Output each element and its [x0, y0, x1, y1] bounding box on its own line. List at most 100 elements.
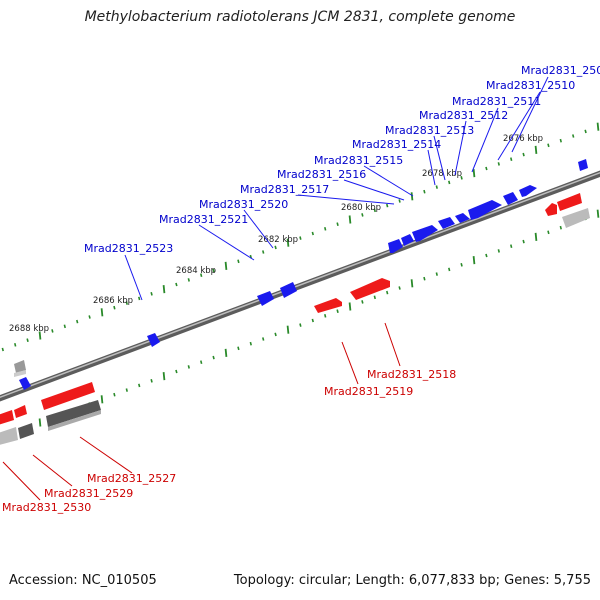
tick-mark — [14, 343, 17, 347]
tick-mark — [175, 282, 178, 287]
tick-mark — [286, 325, 290, 334]
tick-mark — [162, 372, 166, 381]
tick-mark — [510, 157, 513, 161]
gene-arrow[interactable] — [578, 159, 588, 171]
tick-mark — [299, 236, 302, 240]
tick-mark — [460, 263, 463, 267]
tick-mark — [423, 276, 426, 281]
tick-mark — [162, 285, 166, 294]
gene-label[interactable]: Mrad2831_2520 — [199, 198, 288, 211]
genome-backbone — [0, 170, 600, 402]
tick-mark — [497, 162, 500, 166]
gene-arrow[interactable] — [545, 203, 557, 216]
gene-arrow[interactable] — [557, 193, 582, 211]
tick-mark — [113, 305, 116, 310]
tick-mark — [249, 341, 252, 346]
tick-mark — [584, 129, 587, 134]
tick-mark — [38, 418, 42, 427]
gene-label[interactable]: Mrad2831_2514 — [352, 138, 441, 151]
gene-arrow[interactable] — [519, 185, 537, 197]
feature-block[interactable] — [46, 400, 101, 427]
tick-mark — [510, 244, 513, 248]
gene-label[interactable]: Mrad2831_2527 — [87, 472, 176, 485]
tick-mark — [274, 332, 277, 337]
tick-mark — [113, 392, 116, 397]
gene-arrow[interactable] — [468, 200, 502, 220]
gene-arrow[interactable] — [455, 213, 470, 223]
gene-label[interactable]: Mrad2831_2521 — [159, 213, 248, 226]
gene-arrow[interactable] — [401, 234, 414, 246]
genome-summary: Topology: circular; Length: 6,077,833 bp… — [233, 573, 591, 588]
tick-mark — [1, 347, 4, 352]
tick-mark — [572, 134, 575, 138]
tick-mark — [212, 355, 215, 360]
gene-arrow[interactable] — [257, 291, 274, 306]
tick-mark — [76, 319, 79, 324]
tick-mark — [410, 192, 414, 201]
gene-label[interactable]: Mrad2831_2515 — [314, 154, 403, 167]
tick-mark — [262, 337, 265, 341]
tick-mark — [324, 314, 327, 318]
gene-arrow[interactable] — [0, 410, 14, 426]
feature-block[interactable] — [14, 360, 26, 373]
gene-arrow[interactable] — [147, 333, 160, 347]
tick-mark — [373, 295, 376, 300]
gene-label[interactable]: Mrad2831_2529 — [44, 487, 133, 500]
gene-label[interactable]: Mrad2831_2513 — [385, 124, 474, 137]
tick-mark — [175, 369, 178, 374]
gene-label[interactable]: Mrad2831_2519 — [324, 385, 413, 398]
tick-mark — [497, 249, 500, 253]
tick-mark — [224, 348, 228, 357]
feature-block[interactable] — [0, 427, 18, 446]
feature-block[interactable] — [18, 423, 34, 439]
feature-block[interactable] — [48, 410, 101, 431]
gene-label[interactable]: Mrad2831_2516 — [277, 168, 366, 181]
gene-label[interactable]: Mrad2831_2510 — [486, 79, 575, 92]
gene-label[interactable]: Mrad2831_2518 — [367, 368, 456, 381]
tick-mark — [200, 273, 203, 277]
gene-arrow[interactable] — [388, 239, 403, 253]
gene-label[interactable]: Mrad2831_2509 — [521, 64, 600, 77]
tick-mark — [472, 256, 476, 265]
tick-mark — [63, 324, 66, 329]
tick-mark — [299, 323, 302, 327]
tick-mark — [547, 143, 550, 148]
gene-label[interactable]: Mrad2831_2511 — [452, 95, 541, 108]
scale-label: 2688 kbp — [9, 324, 49, 334]
gene-arrow[interactable] — [41, 382, 95, 410]
tick-mark — [336, 222, 339, 226]
gene-arrow[interactable] — [280, 282, 297, 298]
gene-arrow[interactable] — [314, 298, 342, 313]
gene-arrow[interactable] — [350, 278, 390, 300]
reverse-gene-labels: Mrad2831_2518 Mrad2831_2519 Mrad2831_252… — [2, 368, 456, 514]
gene-label[interactable]: Mrad2831_2517 — [240, 183, 329, 196]
tick-mark — [435, 185, 438, 189]
tick-mark — [336, 309, 339, 313]
scale-labels: 2676 kbp 2678 kbp 2680 kbp 2682 kbp 2684… — [9, 134, 543, 334]
scale-label: 2678 kbp — [422, 169, 462, 179]
tick-mark — [361, 300, 364, 304]
scale-label: 2686 kbp — [93, 296, 133, 306]
gene-label[interactable]: Mrad2831_2530 — [2, 501, 91, 514]
reverse-genes — [0, 193, 582, 426]
scale-label: 2684 kbp — [176, 266, 216, 276]
tick-mark — [373, 208, 376, 213]
tick-mark — [348, 215, 352, 224]
tick-mark — [435, 272, 438, 276]
gene-arrow[interactable] — [412, 225, 438, 242]
tick-mark — [522, 239, 525, 244]
tick-mark — [423, 189, 426, 194]
gene-arrow[interactable] — [19, 377, 31, 390]
tick-mark — [386, 203, 389, 208]
feature-block[interactable] — [562, 208, 590, 228]
gene-arrow[interactable] — [14, 405, 27, 418]
tick-mark — [361, 213, 364, 217]
gene-arrow[interactable] — [503, 192, 518, 205]
gene-label[interactable]: Mrad2831_2512 — [419, 109, 508, 122]
feature-block[interactable] — [14, 370, 26, 377]
tick-mark — [448, 267, 451, 272]
gene-arrow[interactable] — [438, 217, 455, 229]
tick-mark — [522, 152, 525, 157]
gene-label[interactable]: Mrad2831_2523 — [84, 242, 173, 255]
